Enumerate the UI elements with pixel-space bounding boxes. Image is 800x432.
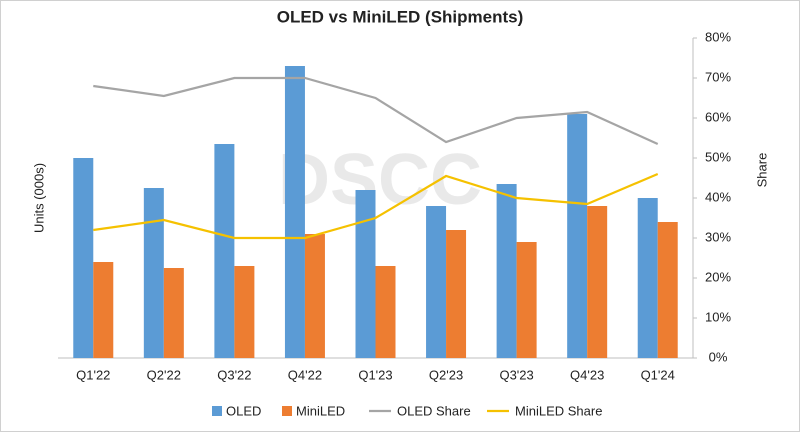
x-tick-label: Q4'22 — [288, 367, 322, 382]
y2-tick-label: 10% — [705, 309, 731, 324]
x-tick-label: Q4'23 — [570, 367, 604, 382]
x-tick-label: Q1'23 — [358, 367, 392, 382]
y2-tick-label: 40% — [705, 189, 731, 204]
x-tick-label: Q2'22 — [147, 367, 181, 382]
bar — [496, 184, 517, 358]
x-tick-label: Q2'23 — [429, 367, 463, 382]
x-tick-label: Q1'24 — [641, 367, 675, 382]
bar — [567, 114, 588, 358]
bar — [426, 206, 447, 358]
legend-label: MiniLED — [296, 403, 345, 418]
x-tick-label: Q3'23 — [499, 367, 533, 382]
legend-label: OLED — [226, 403, 261, 418]
bar — [637, 198, 658, 358]
bar — [657, 222, 678, 358]
bar — [163, 268, 184, 358]
bar — [587, 206, 608, 358]
legend-label: OLED Share — [397, 403, 471, 418]
bar — [234, 266, 255, 358]
bar — [355, 190, 376, 358]
x-tick-label: Q1'22 — [76, 367, 110, 382]
bar — [73, 158, 94, 358]
y2-tick-label: 20% — [705, 269, 731, 284]
x-tick-label: Q3'22 — [217, 367, 251, 382]
bar — [93, 262, 114, 358]
bar — [304, 234, 325, 358]
bar — [214, 144, 235, 358]
y2-axis-label: Share — [754, 153, 769, 188]
y2-tick-label: 30% — [705, 229, 731, 244]
line — [93, 172, 659, 240]
legend-label: MiniLED Share — [515, 403, 602, 418]
bar — [143, 188, 164, 358]
y2-tick-label: 0% — [709, 349, 728, 364]
bar — [375, 266, 396, 358]
y2-tick-label: 60% — [705, 109, 731, 124]
chart-title: OLED vs MiniLED (Shipments) — [277, 7, 524, 26]
y-axis-label: Units (000s) — [31, 163, 46, 233]
bar — [516, 242, 537, 358]
legend-swatch — [282, 406, 292, 416]
y2-tick-label: 80% — [705, 29, 731, 44]
bar — [446, 230, 467, 358]
y2-tick-label: 50% — [705, 149, 731, 164]
watermark: DSCC — [278, 140, 482, 220]
legend-swatch — [212, 406, 222, 416]
bar — [284, 66, 305, 358]
line — [93, 76, 659, 146]
y2-tick-label: 70% — [705, 69, 731, 84]
